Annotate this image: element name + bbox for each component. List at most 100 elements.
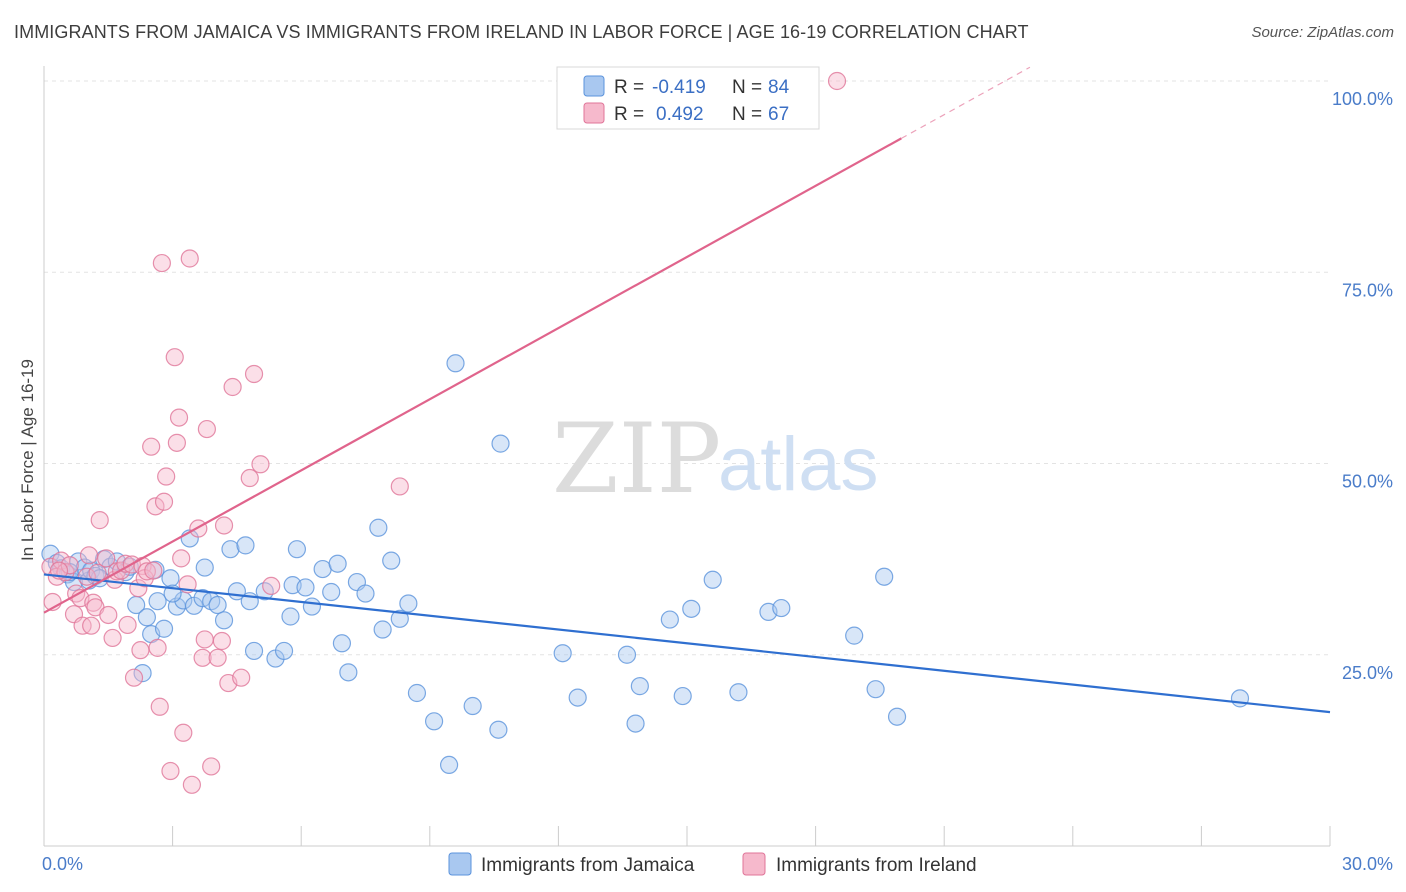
x-tick-label-min: 0.0% bbox=[42, 854, 83, 874]
jamaica-point-71 bbox=[682, 599, 701, 618]
jamaica-point-75 bbox=[772, 598, 791, 618]
jamaica-point-54 bbox=[382, 551, 401, 570]
y-tick-label-3: 75.0% bbox=[1342, 280, 1393, 300]
jamaica-point-17 bbox=[133, 664, 152, 683]
jamaica-point-69 bbox=[660, 610, 679, 629]
jamaica-point-63 bbox=[491, 434, 510, 453]
jamaica-point-51 bbox=[356, 584, 375, 603]
ireland-point-46 bbox=[174, 723, 193, 742]
ireland-point-12 bbox=[79, 546, 99, 565]
ireland-point-34 bbox=[144, 561, 163, 580]
ireland-point-18 bbox=[97, 549, 116, 568]
ireland-trend-extension bbox=[901, 66, 1031, 139]
bottom-legend-swatch-jamaica bbox=[448, 852, 472, 876]
legend-r-label-1: R = bbox=[614, 77, 644, 98]
ireland-point-59 bbox=[223, 377, 242, 397]
watermark-atlas: atlas bbox=[718, 422, 879, 507]
y-axis-label: In Labor Force | Age 16-19 bbox=[18, 359, 37, 561]
jamaica-point-30 bbox=[208, 595, 227, 615]
source-label: Source: ZipAtlas.com bbox=[1251, 24, 1394, 41]
jamaica-point-73 bbox=[729, 683, 748, 702]
jamaica-point-20 bbox=[148, 592, 167, 611]
y-tick-labels: 25.0% 50.0% 75.0% 100.0% bbox=[1332, 89, 1393, 683]
x-tick-labels: 0.0% 30.0% bbox=[42, 854, 1393, 874]
jamaica-point-52 bbox=[369, 518, 388, 537]
ireland-point-60 bbox=[232, 668, 251, 687]
jamaica-point-67 bbox=[626, 714, 645, 733]
jamaica-point-18 bbox=[137, 608, 156, 627]
ireland-point-45 bbox=[172, 549, 191, 568]
trend-lines bbox=[43, 66, 1331, 714]
jamaica-point-76 bbox=[845, 626, 864, 645]
ireland-point-41 bbox=[161, 761, 180, 781]
axes bbox=[43, 66, 1331, 847]
legend-r-label-2: R = bbox=[614, 104, 644, 125]
ireland-point-19 bbox=[99, 605, 118, 625]
jamaica-point-72 bbox=[703, 570, 722, 589]
ireland-point-66 bbox=[827, 71, 847, 91]
ireland-point-16 bbox=[88, 563, 107, 582]
watermark: ZIP atlas bbox=[552, 403, 879, 515]
jamaica-point-55 bbox=[390, 609, 409, 628]
jamaica-point-34 bbox=[236, 536, 255, 555]
jamaica-point-22 bbox=[161, 569, 180, 588]
ireland-point-39 bbox=[154, 492, 174, 511]
ireland-point-52 bbox=[195, 630, 214, 649]
jamaica-point-31 bbox=[214, 611, 234, 630]
jamaica-point-28 bbox=[195, 558, 214, 577]
ireland-point-11 bbox=[77, 567, 96, 586]
jamaica-point-60 bbox=[446, 354, 465, 373]
bottom-legend-swatch-ireland bbox=[742, 852, 766, 876]
ireland-point-27 bbox=[124, 668, 144, 687]
y-tick-label-2: 50.0% bbox=[1342, 472, 1393, 492]
jamaica-point-56 bbox=[399, 594, 418, 613]
legend-n-label-2: N = bbox=[732, 104, 762, 125]
jamaica-point-68 bbox=[630, 677, 649, 696]
bottom-legend-label-ireland: Immigrants from Ireland bbox=[776, 855, 977, 876]
ireland-point-63 bbox=[251, 455, 270, 474]
ireland-point-32 bbox=[137, 562, 156, 581]
legend-r-value-2: 0.492 bbox=[656, 104, 704, 125]
series-jamaica-points bbox=[41, 354, 1250, 775]
jamaica-point-57 bbox=[407, 683, 427, 703]
ireland-point-55 bbox=[208, 648, 227, 667]
jamaica-point-79 bbox=[887, 707, 907, 726]
ireland-point-43 bbox=[167, 433, 186, 452]
jamaica-point-36 bbox=[244, 641, 264, 661]
ireland-point-25 bbox=[118, 615, 137, 635]
chart-title: IMMIGRANTS FROM JAMAICA VS IMMIGRANTS FR… bbox=[14, 22, 1029, 42]
jamaica-point-78 bbox=[875, 567, 894, 586]
ireland-point-40 bbox=[157, 467, 176, 486]
legend-r-value-1: -0.419 bbox=[652, 77, 706, 98]
jamaica-point-44 bbox=[302, 597, 322, 616]
ireland-point-57 bbox=[214, 516, 234, 535]
jamaica-point-77 bbox=[866, 680, 885, 699]
jamaica-point-61 bbox=[463, 696, 482, 716]
ireland-point-42 bbox=[165, 348, 184, 367]
ireland-point-44 bbox=[169, 408, 189, 427]
jamaica-point-40 bbox=[281, 607, 300, 626]
ireland-point-56 bbox=[212, 631, 231, 651]
ireland-point-62 bbox=[244, 364, 264, 384]
ireland-point-36 bbox=[148, 638, 167, 657]
ireland-point-13 bbox=[82, 616, 101, 635]
jamaica-point-62 bbox=[489, 720, 508, 739]
jamaica-point-80 bbox=[1230, 689, 1250, 708]
jamaica-point-39 bbox=[274, 641, 294, 661]
ireland-point-64 bbox=[262, 576, 281, 596]
jamaica-point-58 bbox=[424, 712, 444, 731]
y-tick-label-4: 100.0% bbox=[1332, 89, 1393, 109]
ireland-point-53 bbox=[197, 419, 216, 439]
ireland-trend-line bbox=[43, 137, 902, 614]
y-tick-label-1: 25.0% bbox=[1342, 663, 1393, 683]
legend-swatch-jamaica bbox=[583, 75, 605, 97]
jamaica-point-47 bbox=[328, 554, 347, 573]
jamaica-point-32 bbox=[221, 540, 240, 559]
x-tick-label-max: 30.0% bbox=[1342, 854, 1393, 874]
bottom-legend-label-jamaica: Immigrants from Jamaica bbox=[481, 855, 695, 876]
ireland-point-29 bbox=[131, 641, 150, 660]
jamaica-point-43 bbox=[296, 578, 315, 597]
jamaica-point-53 bbox=[373, 620, 392, 639]
watermark-zip: ZIP bbox=[552, 403, 721, 515]
